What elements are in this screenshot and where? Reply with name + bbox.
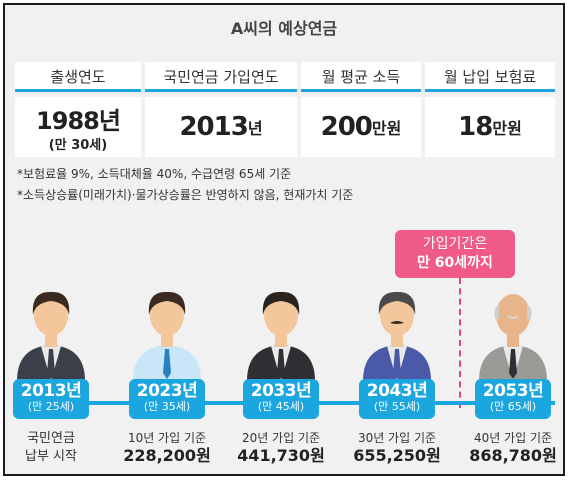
premium-value: 18	[458, 112, 493, 142]
timeline-badge-4: 2043년 (만 55세)	[359, 379, 435, 419]
header-monthly-income: 월 평균 소득	[301, 62, 421, 92]
caption-line-2: 납부 시작	[25, 449, 77, 464]
pension-amount: 868,780원	[469, 446, 557, 465]
timeline-year: 2023년	[136, 381, 198, 401]
timeline-age: (만 65세)	[489, 400, 537, 413]
timeline-badge-1: 2013년 (만 25세)	[13, 379, 89, 419]
callout-line-1: 가입기간은	[422, 236, 488, 252]
caption-line-1: 10년 가입 기준	[127, 431, 207, 445]
cell-join-year: 2013 년	[145, 97, 297, 157]
timeline-age: (만 55세)	[373, 400, 421, 413]
caption-line-1: 국민연금	[27, 431, 75, 446]
join-year-unit: 년	[247, 119, 263, 138]
header-monthly-premium: 월 납입 보험료	[425, 62, 555, 92]
header-join-year: 국민연금 가입연도	[145, 62, 297, 92]
timeline-badge-3: 2033년 (만 45세)	[243, 379, 319, 419]
pension-amount: 441,730원	[237, 446, 325, 465]
cell-monthly-income: 200 만원	[301, 97, 421, 157]
timeline-age: (만 25세)	[27, 400, 75, 413]
timeline-year: 2043년	[366, 381, 428, 401]
cell-monthly-premium: 18 만원	[425, 97, 555, 157]
caption-line-1: 30년 가입 기준	[357, 431, 437, 445]
header-birth-year: 출생연도	[15, 62, 141, 92]
footnote-1: *보험료율 9%, 소득대체율 40%, 수급연령 65세 기준	[17, 167, 292, 181]
timeline-caption-3: 20년 가입 기준 441,730원	[226, 430, 336, 466]
timeline-age: (만 35세)	[143, 400, 191, 413]
footnote-2: *소득상승률(미래가치)·물가상승률은 반영하지 않음, 현재가치 기준	[17, 188, 354, 202]
premium-unit: 만원	[492, 119, 522, 138]
timeline-year: 2033년	[250, 381, 312, 401]
callout-line-2: 만 60세까지	[417, 255, 493, 271]
pension-amount: 655,250원	[353, 446, 441, 465]
page-title: A씨의 예상연금	[230, 19, 338, 38]
timeline-caption-2: 10년 가입 기준 228,200원	[112, 430, 222, 466]
person-illustration-4	[357, 285, 437, 381]
person-illustration-1	[11, 285, 91, 381]
pension-amount: 228,200원	[123, 446, 211, 465]
timeline-age: (만 45세)	[257, 400, 305, 413]
timeline-year: 2013년	[20, 381, 82, 401]
person-illustration-5	[473, 285, 553, 381]
birth-year-value: 1988년	[36, 107, 121, 135]
timeline-badge-5: 2053년 (만 65세)	[475, 379, 551, 419]
infographic-frame: A씨의 예상연금 출생연도 국민연금 가입연도 월 평균 소득 월 납입 보험료…	[3, 3, 565, 476]
caption-line-1: 20년 가입 기준	[241, 431, 321, 445]
join-year-value: 2013	[179, 112, 248, 142]
income-value: 200	[320, 112, 373, 142]
cell-birth-year: 1988년 (만 30세)	[15, 97, 141, 157]
timeline-year: 2053년	[482, 381, 544, 401]
timeline-caption-4: 30년 가입 기준 655,250원	[342, 430, 452, 466]
age-60-marker	[459, 278, 461, 408]
timeline-caption-5: 40년 가입 기준 868,780원	[458, 430, 568, 466]
timeline-badge-2: 2023년 (만 35세)	[129, 379, 205, 419]
caption-line-1: 40년 가입 기준	[473, 431, 553, 445]
enrollment-period-callout: 가입기간은 만 60세까지	[395, 230, 515, 278]
income-unit: 만원	[371, 119, 402, 138]
person-illustration-2	[127, 285, 207, 381]
birth-age-value: (만 30세)	[48, 138, 108, 153]
person-illustration-3	[241, 285, 321, 381]
